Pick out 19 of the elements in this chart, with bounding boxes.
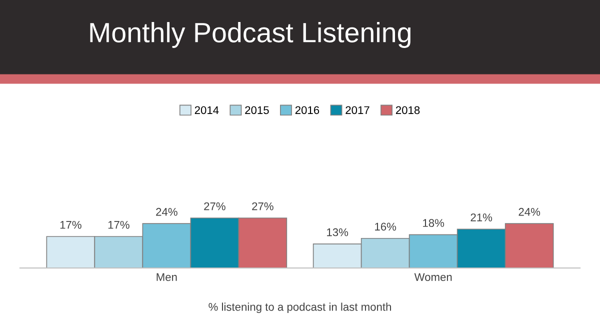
data-label: 24% — [156, 208, 178, 216]
x-tick-label: Women — [414, 273, 452, 282]
legend-label: 2018 — [396, 106, 420, 114]
data-label: 17% — [60, 220, 82, 229]
data-label: 21% — [470, 213, 492, 222]
legend-label: 2014 — [194, 106, 219, 114]
data-label: 24% — [518, 208, 540, 216]
x-tick-label: Men — [156, 273, 177, 282]
data-label: 18% — [423, 219, 444, 227]
data-label: 13% — [327, 228, 348, 236]
legend-label: 2015 — [245, 106, 269, 114]
chart-title: Monthly Podcast Listening — [90, 22, 410, 48]
data-label: 27% — [252, 202, 274, 210]
data-label: 16% — [375, 222, 396, 231]
legend-label: 2016 — [295, 106, 320, 114]
x-axis-title: % listening to a podcast in last month — [208, 302, 392, 314]
data-label: 17% — [108, 220, 130, 229]
data-label: 27% — [204, 202, 226, 210]
legend-label: 2017 — [346, 106, 370, 114]
